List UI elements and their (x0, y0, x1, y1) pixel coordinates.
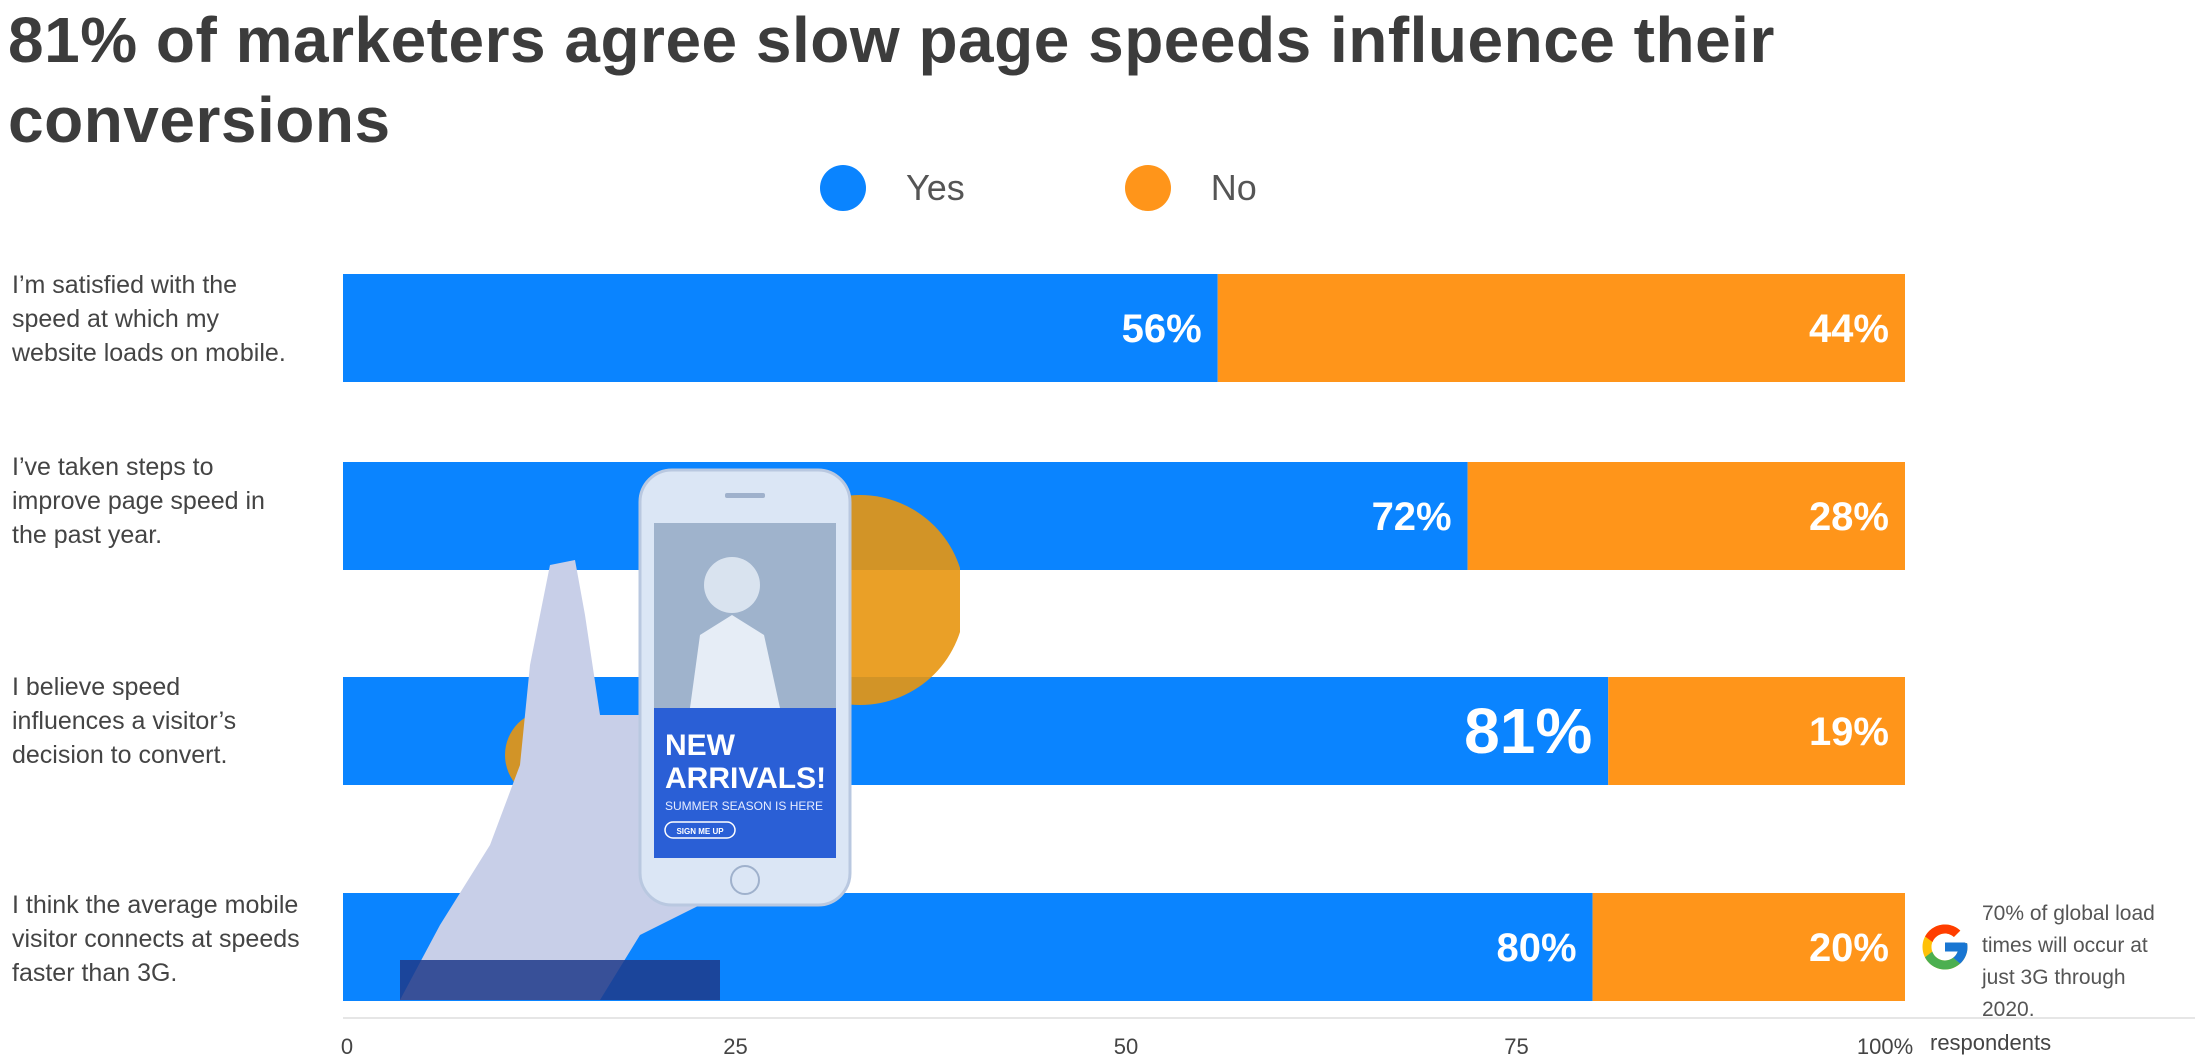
legend: Yes No (820, 160, 1417, 216)
bar-no-1 (1467, 462, 1905, 570)
legend-item-yes: Yes (820, 165, 965, 211)
ad-headline-line2: ARRIVALS! (665, 762, 826, 795)
model-body (690, 615, 780, 708)
category-label-satisfied: I’m satisfied with the speed at which my… (12, 271, 286, 367)
google-note: 70% of global load times will occur at j… (1918, 898, 2158, 1026)
category-label-believe-speed: I believe speed influences a visitor’s d… (12, 673, 237, 769)
x-tick-label-75: 75 (1504, 1034, 1528, 1059)
x-axis-unit-label: respondents (1930, 1030, 2052, 1055)
category-label-taken-steps: I’ve taken steps to improve page speed i… (12, 453, 265, 549)
model-head (704, 557, 760, 613)
legend-swatch-yes (820, 165, 866, 211)
ad-subline: SUMMER SEASON IS HERE (665, 799, 823, 813)
x-tick-label-50: 50 (1114, 1034, 1138, 1059)
sleeve (400, 960, 720, 1000)
legend-label-no: No (1210, 167, 1257, 208)
data-label-yes-1: 72% (1372, 495, 1452, 539)
data-label-no-1: 28% (1809, 495, 1889, 539)
ad-button (664, 821, 736, 839)
ad-button-label: SIGN ME UP (676, 827, 724, 836)
chart-title: 81% of marketers agree slow page speeds … (8, 4, 1775, 156)
bar-no-0 (1217, 274, 1905, 382)
bar-yes-0 (343, 274, 1218, 382)
category-label-faster-than-3g: I think the average mobile visitor conne… (12, 891, 300, 987)
data-label-yes-3: 80% (1497, 926, 1577, 970)
x-tick-label-0: 0 (341, 1034, 353, 1059)
x-tick-label-25: 25 (723, 1034, 747, 1059)
ad-headline-line1: NEW (665, 729, 736, 762)
phone-speaker (725, 493, 765, 498)
phone-ad-panel (654, 708, 836, 858)
x-tick-label-100: 100% (1857, 1034, 1913, 1059)
data-label-no-0: 44% (1809, 307, 1889, 351)
bar-no-3 (1592, 893, 1905, 1001)
legend-swatch-no (1124, 165, 1171, 211)
google-logo-icon (1922, 924, 1968, 970)
bar-no-2 (1608, 677, 1905, 785)
data-label-yes-2: 81% (1464, 695, 1592, 767)
data-label-yes-0: 56% (1122, 307, 1202, 351)
data-label-no-3: 20% (1809, 926, 1889, 970)
google-note-text: 70% of global load times will occur at j… (1982, 902, 2155, 1021)
data-label-no-2: 19% (1809, 710, 1889, 754)
phone-home-button (730, 865, 760, 895)
legend-label-yes: Yes (906, 167, 965, 208)
legend-item-no: No (1124, 165, 1257, 211)
phone-in-hand-icon: NEW ARRIVALS! SUMMER SEASON IS HERE SIGN… (400, 468, 960, 1000)
